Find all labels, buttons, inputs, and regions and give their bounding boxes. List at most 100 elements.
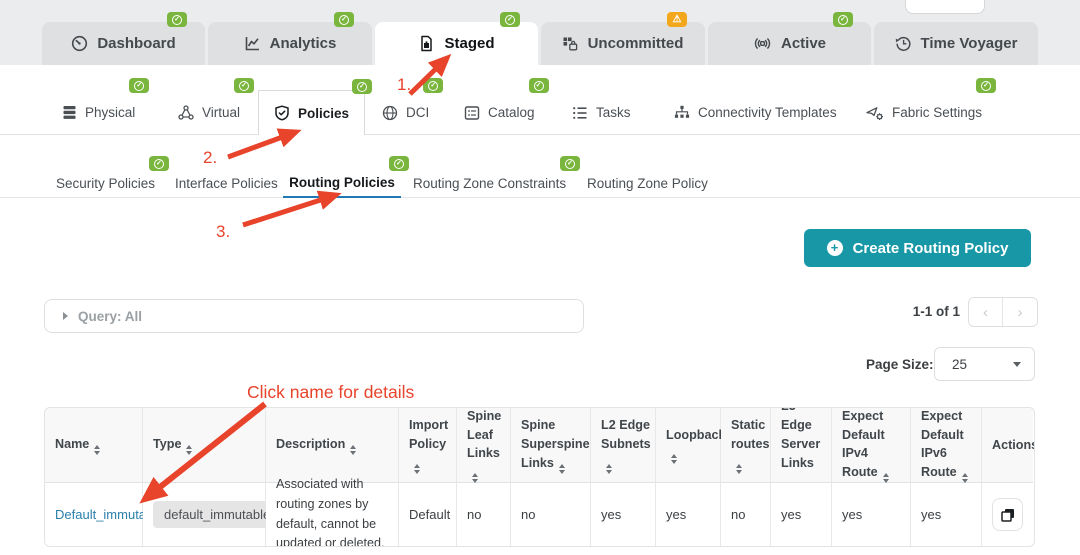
- prev-page-button[interactable]: ‹: [969, 298, 1003, 326]
- tab-routing-zone-policy[interactable]: Routing Zone Policy: [587, 168, 708, 198]
- routing-policy-name-link[interactable]: Default_immutable: [55, 507, 164, 522]
- tab-label: Routing Policies: [289, 174, 395, 190]
- analytics-icon: [244, 35, 261, 52]
- cutoff-top-right-control[interactable]: [905, 0, 985, 14]
- annotation-step-1: 1.: [397, 75, 412, 94]
- check-badge-icon: [423, 78, 444, 93]
- sort-icon: [558, 463, 565, 474]
- tab-label: Dashboard: [97, 35, 176, 52]
- column-header-type[interactable]: Type: [143, 408, 266, 483]
- dashboard-icon: [71, 35, 88, 52]
- sort-icon: [186, 445, 193, 455]
- plus-icon: [826, 240, 843, 256]
- sort-icon: [736, 463, 742, 474]
- dci-icon: [382, 105, 398, 121]
- tab-label: Uncommitted: [587, 35, 684, 52]
- annotation-step-2: 2.: [203, 148, 218, 167]
- check-badge-icon: [352, 79, 372, 94]
- policies-icon: [274, 105, 290, 121]
- cell-type: default_immutable: [143, 483, 282, 546]
- type-tag: default_immutable: [153, 501, 282, 528]
- tab-physical[interactable]: Physical: [62, 78, 150, 135]
- time-voyager-icon: [895, 35, 912, 52]
- warning-badge-icon: [667, 12, 687, 27]
- pagination-range: 1-1 of 1: [912, 304, 960, 319]
- create-button-label: Create Routing Policy: [852, 239, 1009, 257]
- tab-label: Physical: [85, 105, 136, 120]
- tab-connectivity-templates[interactable]: Connectivity Templates: [674, 90, 837, 135]
- check-badge-icon: [234, 78, 255, 93]
- tab-active[interactable]: Active: [708, 12, 871, 65]
- check-badge-icon: [560, 156, 581, 171]
- tab-staged[interactable]: Staged: [375, 12, 538, 65]
- tab-label: Virtual: [202, 105, 241, 120]
- sort-icon: [961, 473, 968, 484]
- check-badge-icon: [149, 156, 170, 171]
- check-badge-icon: [976, 78, 997, 93]
- tab-uncommitted[interactable]: Uncommitted: [541, 12, 705, 65]
- connectivity-templates-icon: [674, 105, 690, 120]
- create-routing-policy-button[interactable]: Create Routing Policy: [804, 229, 1031, 267]
- column-header-expect-default-ipv6-route[interactable]: Expect Default IPv6 Route: [911, 408, 982, 484]
- cell-expect-default-ipv6-route: yes: [911, 483, 982, 546]
- clone-policy-button[interactable]: [992, 498, 1023, 531]
- cell-l3-edge-server-links: yes: [771, 483, 832, 546]
- tab-interface-policies[interactable]: Interface Policies: [175, 168, 278, 198]
- tab-label: Tasks: [596, 105, 631, 120]
- routing-policies-table: Name Type Description Import Policy Spin…: [44, 407, 1035, 547]
- column-header-l3-edge-server-links[interactable]: L3 Edge Server Links: [771, 408, 832, 493]
- column-header-l2-edge-subnets[interactable]: L2 Edge Subnets: [591, 408, 656, 483]
- check-badge-icon: [129, 78, 150, 93]
- physical-icon: [62, 105, 77, 120]
- tab-tasks[interactable]: Tasks: [572, 90, 631, 135]
- active-icon: [753, 35, 772, 52]
- clone-icon: [1000, 508, 1015, 522]
- tab-routing-policies[interactable]: Routing Policies: [283, 156, 409, 198]
- tab-catalog[interactable]: Catalog: [464, 78, 549, 135]
- column-header-name[interactable]: Name: [45, 408, 143, 483]
- tab-label: Security Policies: [56, 175, 156, 191]
- tab-label: Routing Zone Policy: [587, 175, 708, 191]
- tasks-icon: [572, 105, 588, 121]
- column-header-actions: Actions: [982, 408, 1034, 483]
- column-header-static-routes[interactable]: Static routes: [721, 408, 771, 483]
- cell-loopbacks: yes: [656, 483, 721, 546]
- next-page-button[interactable]: ›: [1003, 298, 1037, 326]
- tab-virtual[interactable]: Virtual: [178, 78, 255, 135]
- column-header-loopbacks[interactable]: Loopbacks: [656, 408, 732, 483]
- query-expander[interactable]: Query: All: [44, 299, 584, 333]
- cell-spine-leaf-links: no: [457, 483, 511, 546]
- cell-import-policy: Default: [399, 483, 457, 546]
- column-header-spine-superspine-links[interactable]: Spine Superspine Links: [511, 408, 591, 483]
- tab-analytics[interactable]: Analytics: [208, 12, 372, 65]
- sort-icon: [882, 473, 889, 484]
- check-badge-icon: [528, 78, 549, 93]
- annotation-step-3: 3.: [216, 222, 231, 241]
- staged-icon: [418, 35, 435, 52]
- tab-time-voyager[interactable]: Time Voyager: [874, 22, 1038, 65]
- column-header-description[interactable]: Description: [266, 408, 399, 483]
- cell-l2-edge-subnets: yes: [591, 483, 656, 546]
- divider: [0, 134, 1080, 135]
- sort-icon: [606, 463, 612, 474]
- page-size-select[interactable]: 25: [934, 347, 1035, 381]
- cell-description: Associated with routing zones by default…: [266, 477, 399, 546]
- tab-label: Analytics: [269, 35, 337, 52]
- check-badge-icon: [334, 12, 354, 27]
- pager: ‹ ›: [968, 297, 1038, 327]
- column-header-import-policy[interactable]: Import Policy: [399, 408, 457, 483]
- tab-label: Policies: [297, 105, 350, 121]
- column-header-expect-default-ipv4-route[interactable]: Expect Default IPv4 Route: [832, 408, 911, 484]
- tab-dashboard[interactable]: Dashboard: [42, 12, 205, 65]
- tab-dci[interactable]: DCI: [382, 78, 444, 135]
- tab-security-policies[interactable]: Security Policies: [56, 156, 170, 198]
- divider: [0, 197, 1080, 198]
- column-header-spine-leaf-links[interactable]: Spine Leaf Links: [457, 408, 511, 484]
- sort-icon: [472, 473, 478, 484]
- tab-routing-zone-constraints[interactable]: Routing Zone Constraints: [413, 156, 581, 198]
- sort-icon: [671, 454, 677, 465]
- annotation-click-hint: Click name for details: [247, 382, 415, 402]
- sort-icon: [414, 463, 420, 474]
- tab-fabric-settings[interactable]: Fabric Settings: [866, 78, 997, 135]
- tab-policies[interactable]: Policies: [258, 79, 372, 135]
